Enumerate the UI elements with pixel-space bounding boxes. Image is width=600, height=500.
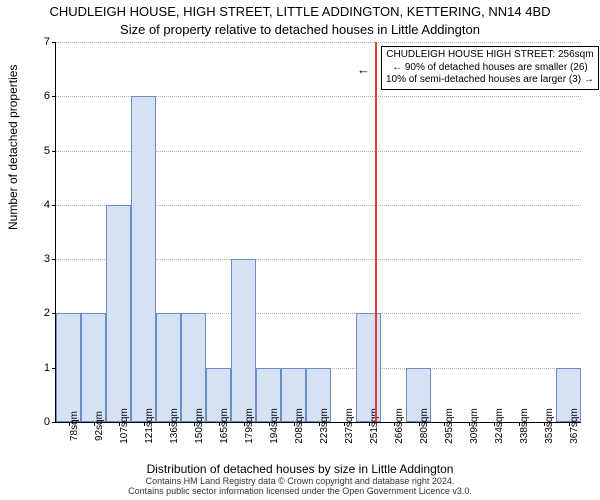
y-tick <box>52 151 56 152</box>
x-tick-label: 266sqm <box>394 408 405 444</box>
histogram-bar <box>156 313 181 422</box>
x-tick-label: 208sqm <box>294 408 305 444</box>
plot-area: 0123456778sqm92sqm107sqm121sqm136sqm150s… <box>55 42 581 423</box>
x-tick-label: 237sqm <box>344 408 355 444</box>
y-tick-label: 7 <box>44 36 50 48</box>
y-tick <box>52 42 56 43</box>
info-line-1: CHUDLEIGH HOUSE HIGH STREET: 256sqm <box>386 49 594 62</box>
y-tick-label: 5 <box>44 145 50 157</box>
y-tick-label: 1 <box>44 362 50 374</box>
x-tick-label: 150sqm <box>194 408 205 444</box>
info-box: CHUDLEIGH HOUSE HIGH STREET: 256sqm← 90%… <box>381 46 599 90</box>
histogram-bar <box>356 313 381 422</box>
y-tick <box>52 259 56 260</box>
x-tick-label: 280sqm <box>419 408 430 444</box>
x-tick-label: 223sqm <box>319 408 330 444</box>
y-axis-label: Number of detached properties <box>6 65 20 230</box>
histogram-bar <box>231 259 256 422</box>
property-marker-line <box>375 42 377 422</box>
info-line-3: 10% of semi-detached houses are larger (… <box>386 74 594 87</box>
x-tick-label: 179sqm <box>244 408 255 444</box>
y-tick-label: 4 <box>44 199 50 211</box>
x-tick-label: 353sqm <box>544 408 555 444</box>
histogram-bar <box>81 313 106 422</box>
x-tick-label: 194sqm <box>269 408 280 444</box>
info-line-2: ← 90% of detached houses are smaller (26… <box>386 62 594 75</box>
histogram-bar <box>106 205 131 422</box>
y-tick <box>52 422 56 423</box>
footer-attribution: Contains HM Land Registry data © Crown c… <box>0 477 600 497</box>
x-tick-label: 295sqm <box>444 408 455 444</box>
histogram-bar <box>131 96 156 422</box>
y-tick-label: 0 <box>44 416 50 428</box>
x-tick-label: 121sqm <box>144 408 155 444</box>
histogram-bar <box>181 313 206 422</box>
x-axis-label: Distribution of detached houses by size … <box>0 462 600 476</box>
x-tick-label: 92sqm <box>94 411 105 441</box>
y-tick <box>52 96 56 97</box>
gridline <box>56 42 581 43</box>
x-tick-label: 324sqm <box>494 408 505 444</box>
histogram-bar <box>56 313 81 422</box>
footer-line-2: Contains public sector information licen… <box>0 487 600 497</box>
arrow-left-icon: ← <box>357 62 370 77</box>
x-tick-label: 136sqm <box>169 408 180 444</box>
chart-subtitle: Size of property relative to detached ho… <box>0 22 600 37</box>
x-tick-label: 338sqm <box>519 408 530 444</box>
x-tick-label: 309sqm <box>469 408 480 444</box>
x-tick-label: 367sqm <box>569 408 580 444</box>
y-tick-label: 3 <box>44 253 50 265</box>
y-tick-label: 6 <box>44 90 50 102</box>
chart-title: CHUDLEIGH HOUSE, HIGH STREET, LITTLE ADD… <box>0 4 600 19</box>
x-tick-label: 78sqm <box>69 411 80 441</box>
chart-container: CHUDLEIGH HOUSE, HIGH STREET, LITTLE ADD… <box>0 0 600 500</box>
y-tick <box>52 205 56 206</box>
y-tick-label: 2 <box>44 307 50 319</box>
x-tick-label: 165sqm <box>219 408 230 444</box>
x-tick-label: 107sqm <box>119 408 130 444</box>
